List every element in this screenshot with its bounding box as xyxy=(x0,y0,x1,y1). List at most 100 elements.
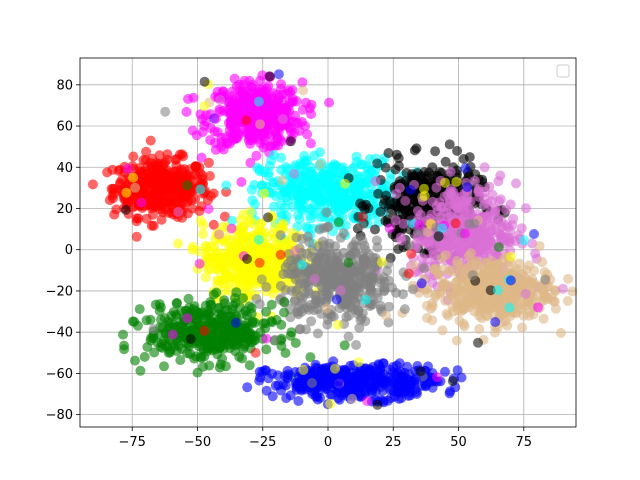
scatter-point xyxy=(194,258,205,269)
scatter-point xyxy=(238,308,249,319)
scatter-point xyxy=(484,305,495,316)
scatter-point xyxy=(458,154,469,164)
scatter-point xyxy=(230,317,241,328)
scatter-point xyxy=(495,194,506,205)
scatter-point xyxy=(349,162,360,173)
scatter-point xyxy=(214,229,225,240)
scatter-point xyxy=(375,206,386,217)
scatter-point xyxy=(323,314,333,325)
scatter-point xyxy=(261,306,271,317)
scatter-point xyxy=(479,199,489,210)
scatter-point xyxy=(373,188,384,199)
scatter-point xyxy=(156,214,167,225)
scatter-point xyxy=(363,249,374,260)
scatter-point xyxy=(500,232,511,243)
scatter-point xyxy=(343,257,354,268)
scatter-point xyxy=(102,167,113,178)
scatter-point xyxy=(228,300,239,311)
scatter-point xyxy=(529,265,540,276)
scatter-point xyxy=(375,364,386,375)
scatter-point xyxy=(256,274,267,285)
y-tick-label: 80 xyxy=(56,78,73,93)
scatter-point xyxy=(511,178,521,189)
scatter-point xyxy=(214,362,225,373)
scatter-point xyxy=(358,212,369,222)
scatter-point xyxy=(244,88,255,98)
scatter-point xyxy=(400,378,411,389)
scatter-point xyxy=(562,296,573,306)
scatter-point xyxy=(391,149,402,160)
scatter-point xyxy=(398,218,409,229)
scatter-point xyxy=(120,204,131,215)
scatter-point xyxy=(181,106,192,117)
scatter-point xyxy=(159,361,169,372)
scatter-point xyxy=(135,365,146,376)
scatter-point xyxy=(279,296,290,307)
scatter-point xyxy=(246,265,257,276)
scatter-point xyxy=(452,145,463,156)
scatter-point xyxy=(444,139,455,150)
scatter-point xyxy=(192,367,203,378)
scatter-point xyxy=(408,260,419,271)
scatter-point xyxy=(381,310,392,321)
scatter-point xyxy=(361,274,371,285)
scatter-point xyxy=(297,259,308,270)
scatter-point xyxy=(150,158,161,169)
scatter-point xyxy=(490,317,501,327)
scatter-point xyxy=(195,184,206,195)
scatter-point xyxy=(316,370,327,381)
scatter-point xyxy=(241,115,252,126)
scatter-point xyxy=(211,287,222,298)
scatter-point xyxy=(362,396,373,407)
x-tick-label: 50 xyxy=(450,435,467,450)
scatter-point xyxy=(501,220,512,231)
scatter-point xyxy=(486,255,497,266)
scatter-point xyxy=(307,378,317,388)
scatter-point xyxy=(166,310,177,321)
scatter-point xyxy=(534,241,545,251)
scatter-point xyxy=(476,289,487,300)
scatter-point xyxy=(448,187,459,197)
scatter-point xyxy=(333,217,344,228)
x-tick-label: −25 xyxy=(249,435,276,450)
scatter-point xyxy=(247,105,258,116)
scatter-point xyxy=(430,146,441,157)
scatter-point xyxy=(505,275,516,286)
scatter-point xyxy=(142,342,153,352)
scatter-point xyxy=(307,174,318,185)
scatter-point xyxy=(412,206,423,217)
scatter-point xyxy=(444,388,455,399)
scatter-point xyxy=(234,236,245,247)
scatter-point xyxy=(406,248,417,259)
scatter-point xyxy=(226,223,237,234)
scatter-point xyxy=(219,295,230,306)
scatter-point xyxy=(208,253,219,263)
scatter-point xyxy=(415,366,426,377)
scatter-point xyxy=(130,182,141,193)
scatter-point xyxy=(209,126,220,137)
scatter-point xyxy=(333,393,344,404)
scatter-point xyxy=(255,220,266,230)
scatter-point xyxy=(395,232,406,243)
scatter-point xyxy=(347,393,358,404)
scatter-point xyxy=(217,353,228,364)
scatter-point xyxy=(302,231,313,242)
scatter-point xyxy=(317,236,328,247)
scatter-point xyxy=(354,368,365,379)
scatter-point xyxy=(479,187,490,197)
scatter-point xyxy=(155,170,166,181)
scatter-point xyxy=(372,158,383,169)
scatter-point xyxy=(302,248,313,259)
x-tick-label: 0 xyxy=(324,435,332,450)
scatter-point xyxy=(253,96,264,107)
scatter-point xyxy=(182,180,193,191)
scatter-point xyxy=(508,213,519,224)
scatter-point xyxy=(135,166,145,177)
scatter-point xyxy=(427,298,438,309)
scatter-point xyxy=(171,166,182,177)
scatter-point xyxy=(332,319,343,330)
scatter-point xyxy=(530,248,541,259)
scatter-point xyxy=(282,365,293,376)
scatter-point xyxy=(223,104,234,115)
scatter-point xyxy=(351,340,362,350)
